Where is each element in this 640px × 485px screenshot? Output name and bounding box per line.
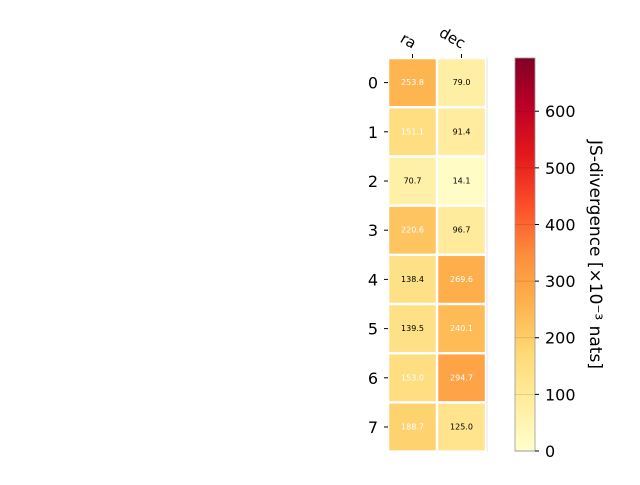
- x-tick-label: ra: [397, 29, 419, 52]
- cell-value-label: 70.7: [404, 177, 422, 186]
- y-tick-label: 1: [368, 123, 378, 142]
- colorbar-tick-label: 600: [545, 102, 576, 121]
- heatmap-cells: 253.8 79.0 151.1 91.4 70.7 14.1 220.6 96.7 138.4…: [389, 58, 488, 452]
- colorbar-tick-label: 500: [545, 159, 576, 178]
- heatmap-cell: [389, 108, 436, 156]
- colorbar-label: JS-divergence [×10⁻³ nats]: [585, 139, 605, 369]
- colorbar-gradient: [514, 57, 536, 452]
- heatmap-cell: [389, 403, 436, 451]
- heatmap-cell: [389, 206, 436, 254]
- y-tick-label: 7: [368, 418, 378, 437]
- heatmap-cell: [389, 59, 436, 106]
- cell-value-label: 79.0: [453, 78, 471, 87]
- cell-value-label: 220.6: [401, 226, 424, 235]
- cell-value-label: 151.1: [401, 127, 424, 136]
- heatmap-cell: [389, 305, 436, 352]
- heatmap-cell: [438, 354, 485, 402]
- cell-value-label: 153.0: [401, 373, 424, 382]
- colorbar-tick-label: 100: [545, 385, 576, 404]
- cell-value-label: 253.8: [401, 78, 424, 87]
- y-tick-label: 2: [368, 172, 378, 191]
- y-tick-label: 0: [368, 74, 378, 93]
- heatmap-cell: [438, 206, 485, 254]
- heatmap-cell: [438, 305, 485, 352]
- heatmap-cell: [438, 403, 485, 451]
- y-tick-label: 3: [368, 221, 378, 240]
- colorbar-tick-label: 0: [545, 442, 555, 461]
- colorbar-tick-label: 300: [545, 272, 576, 291]
- y-tick-label: 6: [368, 369, 378, 388]
- heatmap-cell: [438, 256, 485, 303]
- heatmap-cell: [438, 157, 485, 205]
- cell-value-label: 96.7: [453, 226, 471, 235]
- heatmap-cell: [389, 256, 436, 303]
- x-tick-label: dec: [436, 23, 468, 52]
- cell-value-label: 138.4: [401, 275, 424, 284]
- y-tick-label: 5: [368, 320, 378, 339]
- cell-value-label: 269.6: [450, 275, 473, 284]
- heatmap-cell: [438, 108, 485, 156]
- cell-value-label: 139.5: [401, 324, 424, 333]
- cell-value-label: 91.4: [453, 127, 471, 136]
- x-axis-ticks: ra dec: [397, 23, 469, 58]
- colorbar-tick-label: 400: [545, 215, 576, 234]
- heatmap-cell: [438, 59, 485, 106]
- colorbar: 0 100 200 300 400 500 600 JS-divergence [×10⁻³ …: [514, 57, 605, 461]
- cell-value-label: 240.1: [450, 324, 473, 333]
- cell-value-label: 294.7: [450, 373, 473, 382]
- cell-value-label: 14.1: [453, 177, 471, 186]
- heatmap-cell: [389, 354, 436, 402]
- y-tick-label: 4: [368, 270, 378, 289]
- cell-value-label: 125.0: [450, 423, 473, 432]
- y-axis-ticks: 0 1 2 3 4 5 6 7: [368, 74, 388, 437]
- colorbar-tick-label: 200: [545, 329, 576, 348]
- heatmap-cell: [389, 157, 436, 205]
- cell-value-label: 188.7: [401, 423, 424, 432]
